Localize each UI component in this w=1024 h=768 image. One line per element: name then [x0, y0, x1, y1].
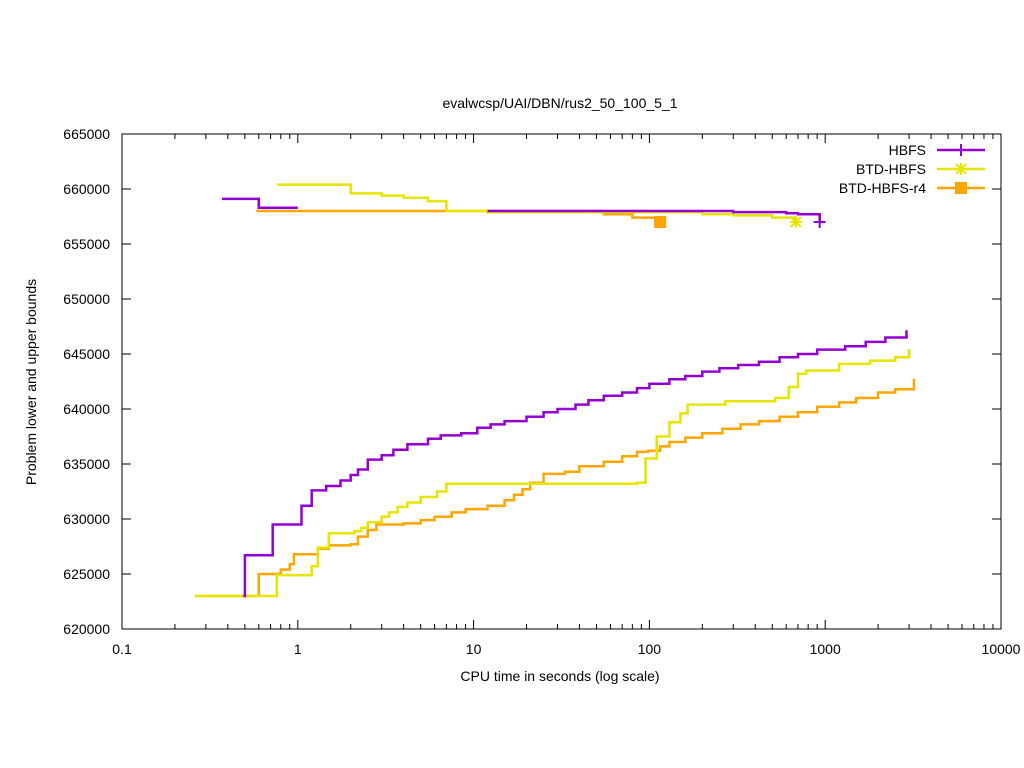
- x-tick-label: 10: [466, 641, 482, 657]
- y-tick-label: 645000: [63, 346, 110, 362]
- y-tick-label: 650000: [63, 291, 110, 307]
- y-tick-label: 665000: [63, 126, 110, 142]
- legend-marker: [955, 163, 967, 175]
- axis-ticks: 620000 625000 630000 635000 640000 645000 6500…: [63, 126, 1020, 657]
- series-hbfs: [221, 197, 908, 598]
- legend-label: BTD-HBFS-r4: [839, 180, 926, 196]
- legend-label: BTD-HBFS: [856, 161, 926, 177]
- x-tick-label: 1000: [810, 641, 841, 657]
- series-marker: [654, 216, 667, 228]
- plot-frame: [121, 133, 1002, 630]
- series-marker: [813, 216, 826, 228]
- y-axis-label: Problem lower and upper bounds: [23, 279, 39, 485]
- series-line-upper2: [487, 209, 821, 222]
- x-axis-label: CPU time in seconds (log scale): [460, 668, 659, 684]
- series-line-upper: [221, 197, 298, 209]
- y-tick-label: 660000: [63, 181, 110, 197]
- legend-label: HBFS: [889, 142, 926, 158]
- x-tick-label: 1: [294, 641, 302, 657]
- series-line-lower: [195, 354, 911, 598]
- series-line-lower: [243, 335, 908, 598]
- x-tick-label: 10000: [982, 641, 1021, 657]
- legend-marker: [955, 182, 967, 194]
- y-tick-label: 655000: [63, 236, 110, 252]
- series-btd-hbfs: [195, 183, 911, 598]
- series-marker: [789, 216, 802, 228]
- series-line-upper: [276, 183, 798, 222]
- legend: HBFS BTD-HBFS BTD-HBFS-r4: [839, 142, 985, 196]
- x-tick-label: 100: [638, 641, 662, 657]
- y-tick-label: 640000: [63, 401, 110, 417]
- chart-title: evalwcsp/UAI/DBN/rus2_50_100_5_1: [442, 95, 677, 111]
- series-line-lower: [195, 383, 916, 598]
- x-tick-label: 0.1: [112, 641, 132, 657]
- legend-marker: [955, 144, 967, 156]
- plot-series: [195, 183, 916, 598]
- y-tick-label: 635000: [63, 456, 110, 472]
- y-tick-label: 630000: [63, 511, 110, 527]
- y-tick-label: 620000: [63, 621, 110, 637]
- y-tick-label: 625000: [63, 566, 110, 582]
